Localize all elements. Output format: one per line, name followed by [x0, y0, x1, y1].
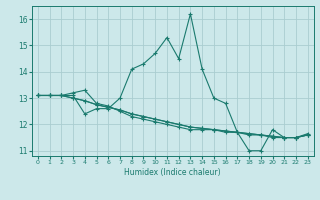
X-axis label: Humidex (Indice chaleur): Humidex (Indice chaleur) — [124, 168, 221, 177]
